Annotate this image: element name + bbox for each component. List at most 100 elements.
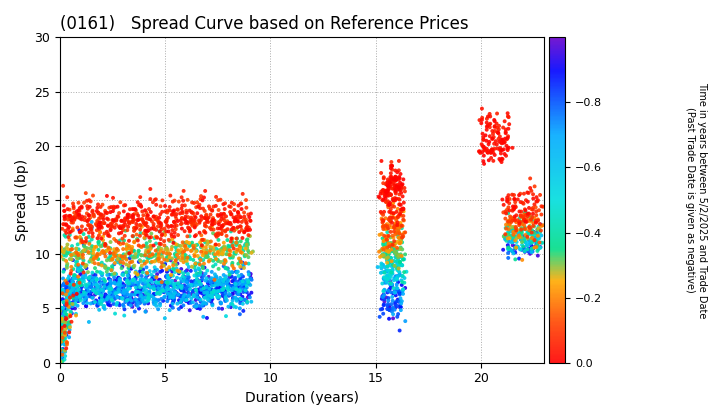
Point [61, 300, 73, 307]
Point [207, 263, 219, 270]
Point [204, 247, 216, 254]
Point [162, 286, 174, 293]
Point [81, 282, 92, 289]
Point [396, 234, 408, 241]
Point [73, 246, 84, 253]
Point [212, 250, 223, 257]
Point [518, 216, 530, 223]
Point [78, 289, 89, 295]
Point [88, 287, 99, 294]
Point [76, 237, 87, 244]
Point [71, 234, 82, 241]
Point [86, 223, 97, 230]
Point [397, 246, 408, 253]
Point [168, 239, 179, 246]
Point [171, 267, 183, 274]
Point [118, 251, 130, 258]
Point [535, 244, 546, 250]
Point [173, 291, 184, 298]
Point [149, 273, 161, 280]
Point [209, 271, 220, 278]
Point [387, 210, 399, 217]
Point [122, 273, 133, 279]
Point [507, 238, 518, 245]
Point [155, 247, 166, 254]
Point [219, 277, 230, 284]
Point [190, 267, 202, 274]
Point [225, 286, 236, 293]
Point [179, 268, 191, 275]
Point [127, 255, 139, 261]
Point [390, 174, 401, 181]
Point [140, 276, 151, 282]
Point [77, 255, 89, 261]
Point [508, 206, 519, 213]
Point [84, 197, 95, 204]
Point [168, 298, 179, 304]
Point [73, 211, 85, 218]
Point [222, 284, 233, 290]
Point [98, 249, 109, 255]
Point [179, 282, 190, 289]
Point [143, 281, 154, 288]
Point [202, 218, 213, 225]
Point [104, 285, 116, 291]
Point [236, 282, 248, 289]
Point [95, 243, 107, 249]
Point [122, 277, 133, 284]
Point [174, 292, 185, 299]
Point [177, 285, 189, 292]
Point [99, 262, 110, 269]
Point [396, 282, 408, 289]
Point [231, 213, 243, 220]
Point [388, 177, 400, 184]
Point [164, 238, 176, 244]
Point [62, 323, 73, 329]
Point [98, 276, 109, 283]
Point [514, 220, 526, 227]
Point [389, 275, 400, 282]
Point [68, 294, 80, 301]
Point [391, 175, 402, 182]
Point [143, 234, 155, 241]
Point [393, 287, 405, 294]
Point [76, 267, 88, 274]
Point [81, 235, 92, 242]
Point [174, 249, 186, 256]
Point [131, 271, 143, 278]
Point [207, 217, 219, 223]
Point [211, 292, 222, 299]
Point [130, 224, 141, 231]
Point [145, 230, 157, 237]
Point [147, 284, 158, 291]
Point [104, 290, 116, 297]
Point [176, 297, 188, 304]
Point [240, 216, 252, 223]
Point [60, 330, 71, 336]
Point [217, 292, 228, 299]
Point [73, 254, 85, 261]
Point [516, 225, 527, 231]
Point [145, 259, 156, 266]
Point [375, 190, 387, 197]
Point [396, 222, 408, 229]
Point [231, 296, 243, 302]
Point [130, 268, 142, 275]
Point [384, 228, 396, 235]
Point [235, 278, 246, 285]
Point [199, 237, 210, 244]
Point [190, 297, 202, 303]
Point [58, 315, 69, 322]
Point [232, 246, 243, 253]
Point [218, 279, 230, 286]
Point [94, 251, 106, 257]
Point [106, 267, 117, 274]
Point [84, 283, 96, 289]
Point [152, 218, 163, 224]
Point [123, 219, 135, 226]
Point [235, 276, 246, 283]
Point [391, 214, 402, 221]
Point [157, 197, 168, 204]
Point [93, 247, 104, 253]
Point [92, 219, 104, 226]
